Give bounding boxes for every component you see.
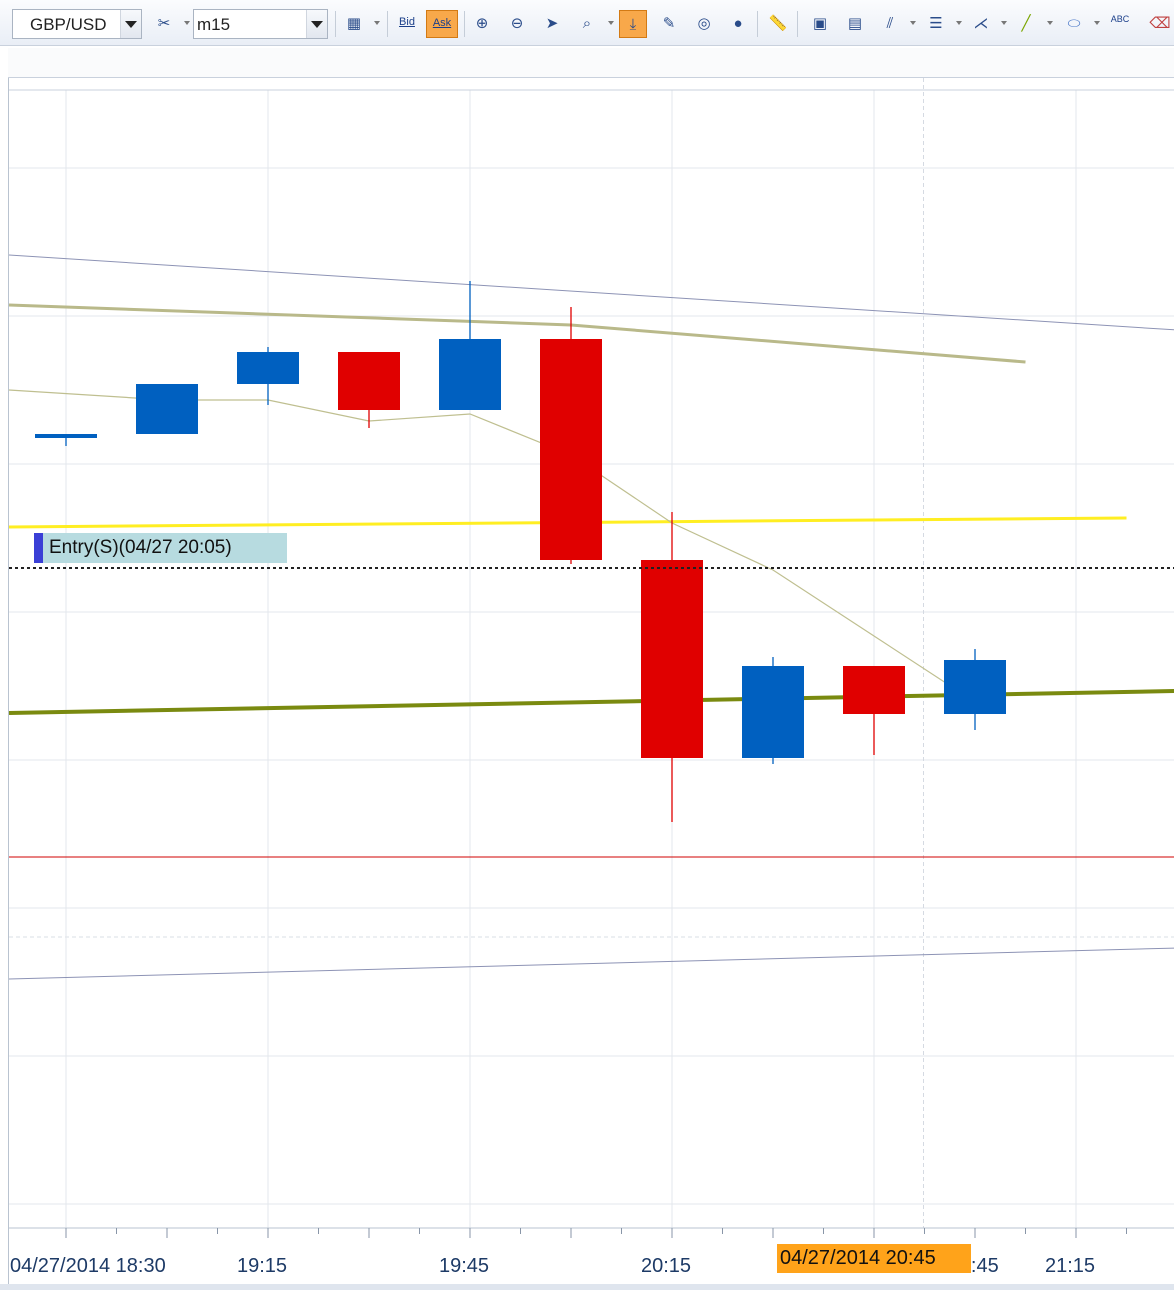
candle-body — [742, 666, 804, 758]
toolbar-separator — [335, 11, 336, 37]
toolbar-separator — [757, 11, 758, 37]
zoom-out-icon[interactable]: ⊖ — [510, 15, 524, 32]
candle-body — [641, 560, 703, 758]
toolbar-separator — [464, 11, 465, 37]
text-label-button[interactable]: ABC — [1110, 14, 1130, 24]
chart-toolbar: GBP/USD ✂ m15 ▦ Bid Ask ⊕ ⊖ ➤ ⌕ ⤓ ✎ ◎ ● … — [0, 0, 1174, 46]
indicators-icon[interactable]: ▦ — [346, 15, 362, 32]
moving-average-fast-line — [8, 389, 976, 703]
cursor-time-text: 04/27/2014 20:45 — [780, 1247, 936, 1269]
eraser-icon[interactable]: ⌫ — [1149, 15, 1171, 32]
chevron-down-icon[interactable] — [120, 10, 141, 38]
cursor-icon[interactable]: ➤ — [545, 15, 559, 32]
zoom-dropdown-icon[interactable] — [608, 21, 614, 25]
fibonacci-dropdown-icon[interactable] — [910, 21, 916, 25]
cursor-time-label: 04/27/2014 20:45 — [777, 1244, 971, 1273]
crosshair-icon[interactable]: ◎ — [697, 15, 711, 32]
ruler-icon[interactable]: 📏 — [768, 15, 788, 32]
chart-header-strip — [8, 48, 1174, 78]
x-tick-label: 19:45 — [439, 1255, 490, 1277]
pitchfork-icon[interactable]: ⋌ — [973, 15, 989, 32]
chart-type-icon[interactable]: ✂ — [157, 15, 171, 32]
x-tick-label: 20:15 — [641, 1255, 692, 1277]
toolbar-separator — [797, 11, 798, 37]
chart-left-border — [8, 78, 9, 1284]
lines-dropdown-icon[interactable] — [956, 21, 962, 25]
candle-body — [338, 352, 400, 410]
trend-line-dropdown-icon[interactable] — [1047, 21, 1053, 25]
toolbar-separator — [387, 11, 388, 37]
chevron-down-icon[interactable] — [306, 10, 327, 38]
ellipse-icon[interactable]: ⬭ — [1067, 15, 1081, 32]
candle-body — [237, 352, 299, 384]
trend-line-icon[interactable]: ╱ — [1021, 15, 1031, 32]
bid-button[interactable]: Bid — [399, 16, 415, 28]
pitchfork-dropdown-icon[interactable] — [1001, 21, 1007, 25]
candle-body — [843, 666, 905, 714]
candle-body — [540, 339, 602, 560]
edit-chart-icon[interactable]: ✎ — [662, 15, 676, 32]
entry-order-text: Entry(S)(04/27 20:05) — [49, 537, 232, 558]
zoom-area-icon[interactable]: ⌕ — [582, 15, 592, 32]
chart-type-dropdown-icon[interactable] — [184, 21, 190, 25]
candle-body — [944, 660, 1006, 714]
timeframe-select[interactable]: m15 — [193, 9, 328, 39]
ask-button[interactable]: Ask — [426, 10, 458, 38]
x-tick-label: 19:15 — [237, 1255, 288, 1277]
template-icon[interactable]: ▤ — [847, 15, 863, 32]
autoscroll-icon[interactable]: ⤓ — [619, 10, 647, 38]
candle-body — [439, 339, 501, 410]
image-icon[interactable]: ▣ — [812, 15, 828, 32]
moving-average-slow-line — [8, 303, 1026, 364]
symbol-select-value: GBP/USD — [30, 15, 107, 34]
candle-body — [35, 434, 97, 438]
x-tick-label: 04/27/2014 18:30 — [10, 1255, 166, 1277]
channel-upper-line — [8, 254, 1174, 331]
timeframe-select-value: m15 — [197, 15, 231, 34]
symbol-select[interactable]: GBP/USD — [12, 9, 142, 39]
fibonacci-icon[interactable]: ⫽ — [886, 15, 894, 32]
shapes-dropdown-icon[interactable] — [1094, 21, 1100, 25]
channel-lower-line — [8, 947, 1174, 980]
zoom-in-icon[interactable]: ⊕ — [475, 15, 489, 32]
lines-icon[interactable]: ☰ — [929, 15, 943, 32]
x-tick-label: 21:15 — [1045, 1255, 1096, 1277]
candle-body — [136, 384, 198, 434]
chart-bottom-border — [0, 1284, 1174, 1290]
globe-icon[interactable]: ● — [733, 15, 743, 32]
indicators-dropdown-icon[interactable] — [374, 21, 380, 25]
entry-order-label[interactable]: Entry(S)(04/27 20:05) — [34, 533, 287, 563]
